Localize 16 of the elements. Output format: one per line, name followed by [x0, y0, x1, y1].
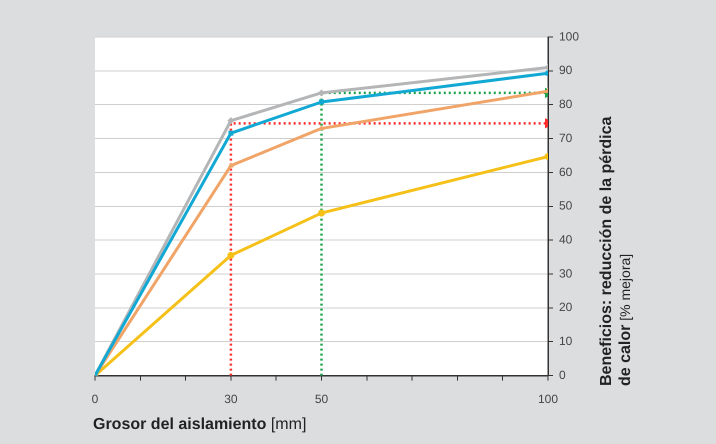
- y-tick-label: 80: [559, 97, 573, 112]
- y-tick-label: 60: [559, 164, 573, 179]
- y-tick-label: 40: [559, 232, 573, 246]
- y-tick-label: 20: [559, 300, 573, 314]
- y-tick-label: 90: [559, 63, 573, 78]
- y-tick-label: 10: [559, 334, 573, 348]
- x-tick-label: 30: [224, 392, 238, 406]
- x-tick-label: 100: [538, 392, 558, 406]
- y-tick-label: 0: [559, 368, 566, 382]
- y-tick-label: 50: [559, 198, 573, 213]
- x-tick-label: 0: [92, 392, 99, 406]
- x-tick-label: 50: [314, 392, 328, 406]
- x-axis-title: Grosor del aislamiento [mm]: [93, 416, 306, 433]
- y-tick-label: 30: [559, 266, 573, 280]
- y-tick-label: 100: [559, 29, 580, 44]
- y-tick-label: 70: [559, 130, 573, 145]
